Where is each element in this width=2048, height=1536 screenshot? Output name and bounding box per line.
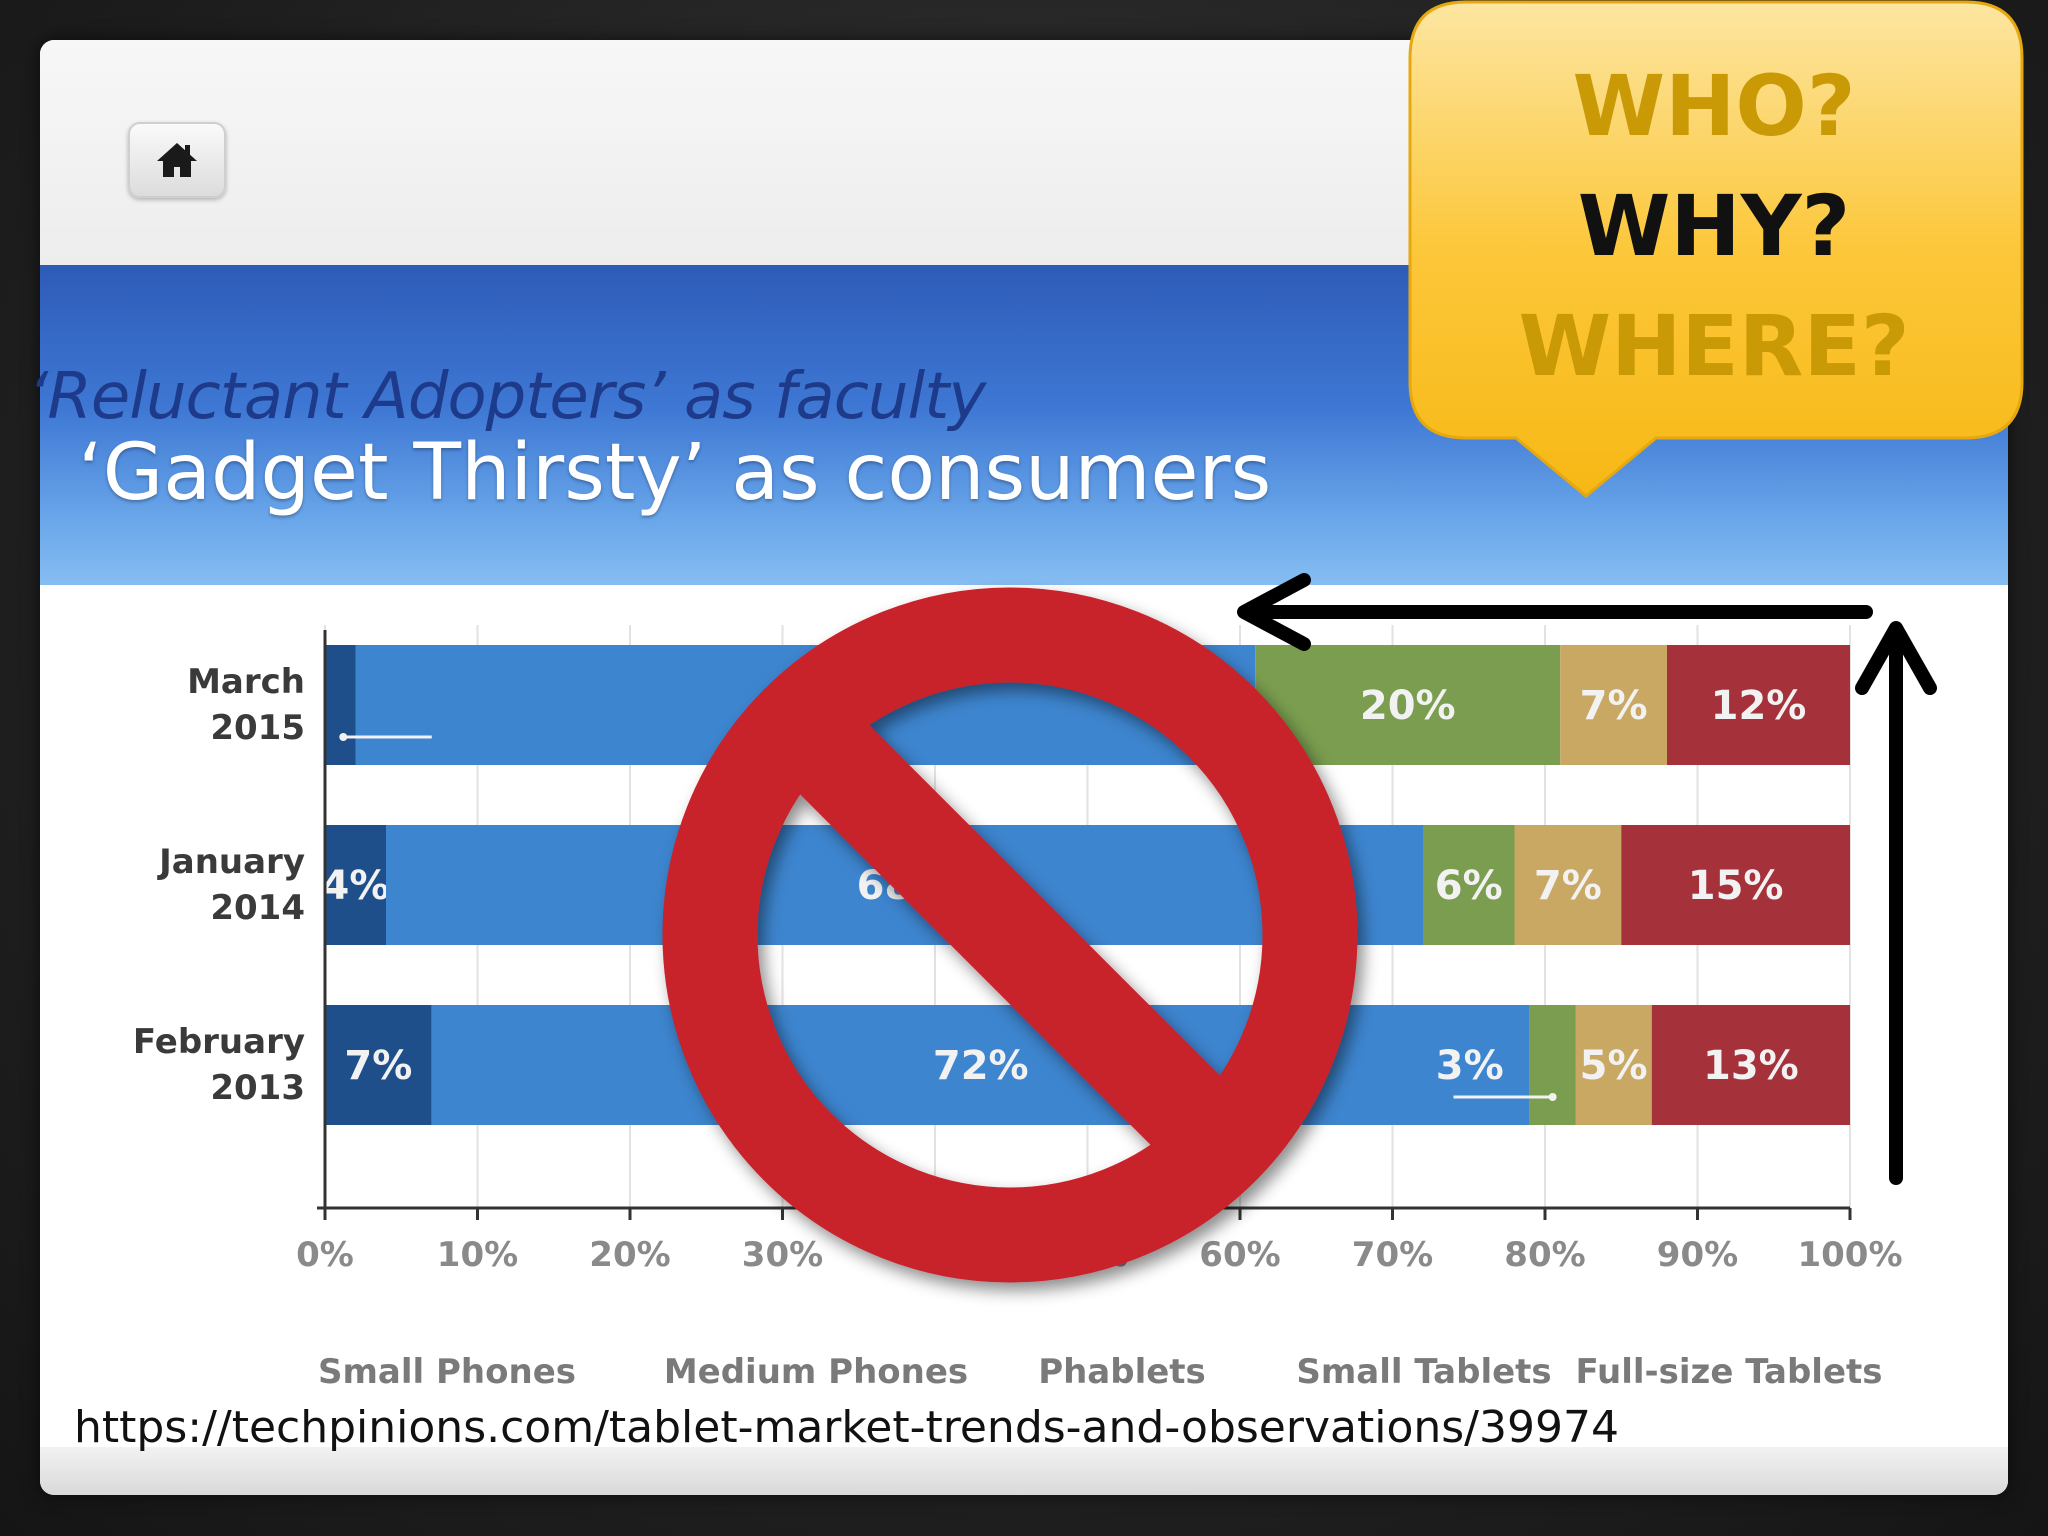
legend-item: Full-size Tablets [1575, 1352, 1882, 1392]
no-sign-icon [662, 587, 1358, 1283]
callout-text: WHO? WHY? WHERE? [1406, 46, 2022, 406]
legend-item: Phablets [1038, 1352, 1206, 1392]
home-icon [157, 143, 197, 177]
x-tick-label: 10% [437, 1235, 518, 1275]
data-label: 6% [1435, 863, 1503, 909]
source-bar [40, 1447, 2008, 1495]
bar-segment [1667, 645, 1850, 765]
bar-segment [1423, 825, 1515, 945]
category-labels: March 2015 January 2014 February 2013 [133, 662, 305, 1108]
x-tick-label: 80% [1504, 1235, 1585, 1275]
leader-dot [1548, 1093, 1557, 1101]
data-label: 3% [1436, 1043, 1504, 1089]
callout-why: WHY? [1577, 177, 1851, 275]
bar-segment [431, 1005, 1530, 1125]
x-tick-label: 20% [589, 1235, 670, 1275]
x-tick-label: 100% [1797, 1235, 1902, 1275]
slide-subtitle: ‘Reluctant Adopters’ as faculty [28, 360, 986, 434]
category-label: February [133, 1022, 305, 1062]
x-tick-label: 70% [1352, 1235, 1433, 1275]
callout-bubble [1408, 0, 2024, 498]
x-tick-label: 0% [296, 1235, 354, 1275]
data-label: 15% [1688, 863, 1784, 909]
bar-segment [325, 825, 386, 945]
category-label: 2013 [210, 1068, 305, 1108]
home-button[interactable] [128, 122, 226, 198]
legend-item: Medium Phones [664, 1352, 968, 1392]
legend-item: Small Tablets [1296, 1352, 1551, 1392]
bar-segment [1575, 1005, 1652, 1125]
data-label: 72% [933, 1043, 1029, 1089]
callout-where: WHERE? [1518, 297, 1910, 395]
bar-segment [1529, 1005, 1576, 1125]
data-label: 7% [1534, 863, 1602, 909]
x-tick-label: 30% [742, 1235, 823, 1275]
bar-segment [1255, 645, 1561, 765]
category-label: January [157, 842, 305, 882]
data-label: 7% [1580, 683, 1648, 729]
category-label: 2015 [210, 708, 305, 748]
category-label: March [187, 662, 305, 702]
x-tick-label: 60% [1199, 1235, 1280, 1275]
data-label: 12% [1711, 683, 1807, 729]
bar-segment [325, 1005, 432, 1125]
slide-title: ‘Gadget Thirsty’ as consumers [78, 428, 1272, 518]
bar-segment [325, 645, 356, 765]
category-label: 2014 [210, 888, 305, 928]
data-label: 13% [1703, 1043, 1799, 1089]
bar-segment [1514, 825, 1622, 945]
legend-item: Small Phones [318, 1352, 576, 1392]
data-label: 7% [344, 1043, 412, 1089]
x-tick-label: 90% [1657, 1235, 1738, 1275]
bar-segment [1651, 1005, 1850, 1125]
leader-dot [339, 733, 348, 741]
callout-who: WHO? [1572, 57, 1856, 155]
arrow-icon [1237, 573, 1937, 1185]
bar-segment [1621, 825, 1850, 945]
bar-segment [1560, 645, 1667, 765]
source-url[interactable]: https://techpinions.com/tablet-market-tr… [74, 1402, 1619, 1453]
data-label: 20% [1360, 683, 1456, 729]
data-label: 5% [1580, 1043, 1648, 1089]
legend: Small Phones Medium Phones Phablets Small T… [318, 1352, 1883, 1392]
data-label: 4% [322, 863, 390, 909]
